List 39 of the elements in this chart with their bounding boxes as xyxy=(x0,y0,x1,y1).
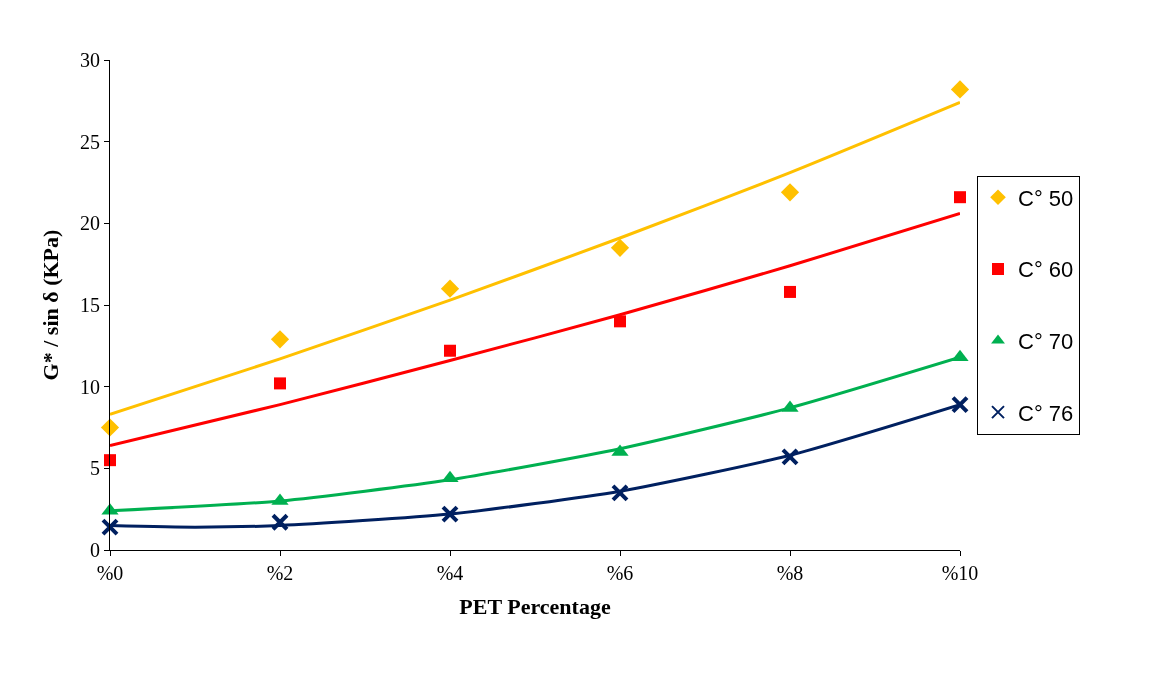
y-tick-label: 20 xyxy=(80,212,100,235)
point xyxy=(444,344,456,357)
x-tick-label: %2 xyxy=(266,562,294,584)
y-tick-label: 30 xyxy=(80,49,100,71)
x-tick-label: %10 xyxy=(941,562,979,584)
point xyxy=(780,183,800,202)
y-tick-label: 15 xyxy=(80,294,100,316)
legend-label: C° 50 xyxy=(1018,185,1074,211)
line-series xyxy=(110,100,960,416)
point xyxy=(951,395,969,414)
point xyxy=(104,454,116,467)
point xyxy=(271,513,289,532)
point xyxy=(610,238,630,257)
legend-label: C° 76 xyxy=(1018,400,1074,426)
point xyxy=(441,505,459,524)
legend-label: C° 70 xyxy=(1018,329,1074,355)
point xyxy=(951,349,969,362)
point xyxy=(950,80,970,99)
legend-label: C° 60 xyxy=(1018,257,1074,283)
point xyxy=(784,285,796,298)
point xyxy=(611,483,629,502)
point xyxy=(101,518,119,537)
x-tick-label: %0 xyxy=(96,562,124,584)
y-tick-label: 0 xyxy=(90,539,100,561)
point xyxy=(440,279,460,298)
x-tick-label: %8 xyxy=(776,562,804,584)
x-tick-label: %6 xyxy=(606,562,634,584)
y-tick-label: 25 xyxy=(80,130,100,153)
y-tick-label: 10 xyxy=(80,375,100,398)
x-tick-label: %4 xyxy=(436,562,464,584)
point xyxy=(781,447,799,466)
y-axis-title: G* / sin δ (KPa) xyxy=(37,229,63,381)
y-tick-label: 5 xyxy=(90,457,100,480)
point xyxy=(614,315,626,328)
point xyxy=(274,377,286,390)
line-series xyxy=(110,212,960,447)
point xyxy=(270,330,290,349)
point xyxy=(954,191,966,204)
x-axis-title: PET Percentage xyxy=(459,593,611,619)
